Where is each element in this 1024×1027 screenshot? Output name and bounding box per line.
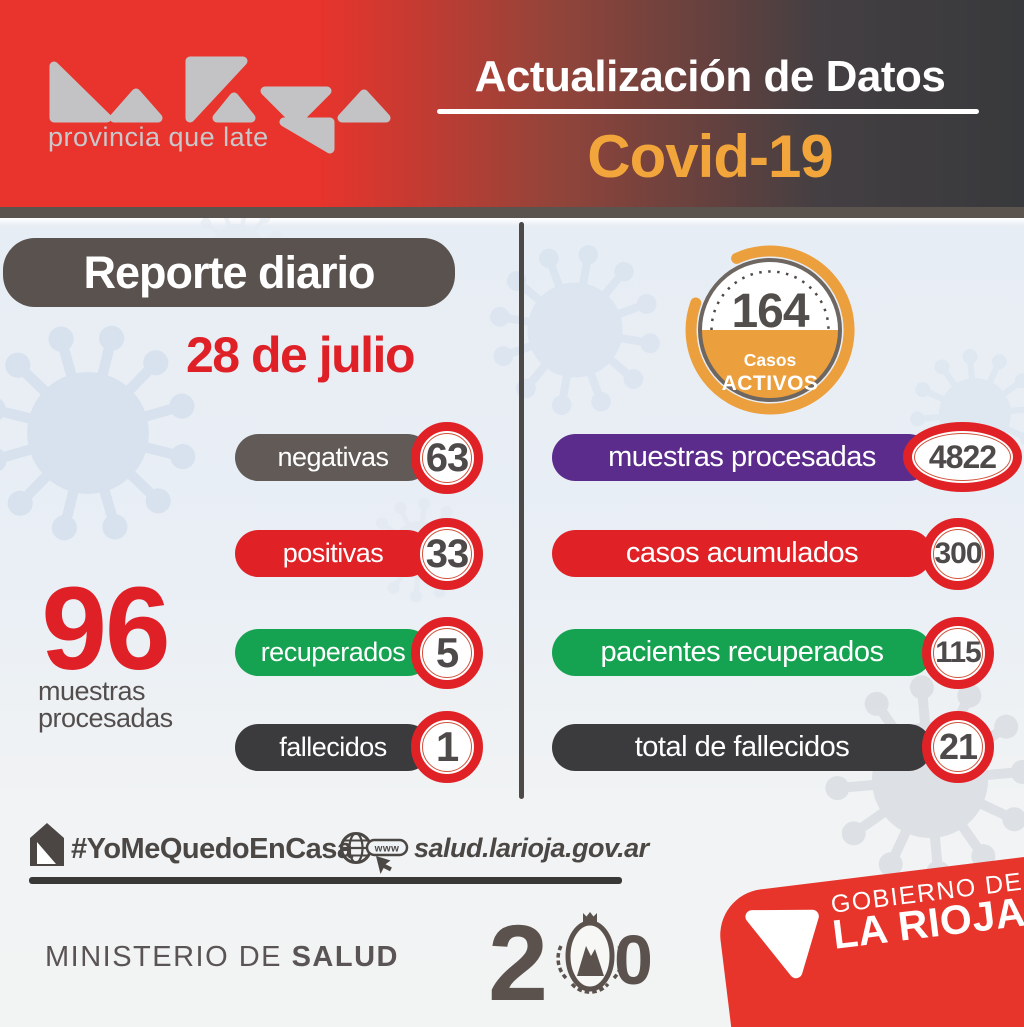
stat-value-badge: 4822 [903,422,1022,492]
stat-value-badge: 63 [411,422,483,494]
stat-pill-fallecidos: fallecidos [235,724,431,771]
active-cases-medallion: 164 Casos ACTIVOS [685,245,855,415]
stat-pill-pacientes-recuperados: pacientes recuperados [552,629,932,676]
stay-home-hashtag: #YoMeQuedoEnCasa [71,833,353,865]
stat-value: 115 [935,636,981,669]
title-underline [437,109,979,114]
logo-tagline: provincia que late [48,122,269,152]
column-divider [519,222,524,799]
stat-label: recuperados [260,637,406,667]
stat-value: 300 [934,537,982,570]
ministry-bold: SALUD [291,941,399,973]
covid-subtitle: Covid-19 [587,123,833,190]
page-title: Actualización de Datos [474,52,946,101]
active-cases-label-line2: ACTIVOS [722,372,819,395]
anniversary-digit-0: 0 [614,921,650,999]
health-website-url: salud.larioja.gov.ar [414,833,649,863]
header-band: provincia que late Actualización de Dato… [0,0,1024,207]
daily-samples-value: 96 [41,563,170,695]
ministry-regular: MINISTERIO DE [45,941,283,973]
stat-value: 5 [435,629,459,676]
stat-value: 1 [435,723,459,770]
daily-samples-label-line1: muestras [38,676,146,706]
stat-value-badge: 1 [411,711,483,783]
stat-value: 63 [425,435,469,480]
stat-pill-casos-acumulados: casos acumulados [552,530,932,577]
footer-divider-line [29,877,622,884]
stat-value-badge: 33 [411,518,483,590]
stat-pill-total-fallecidos: total de fallecidos [552,724,932,771]
active-cases-label-line1: Casos [744,350,797,370]
stat-pill-negativas: negativas [235,434,431,481]
house-icon [30,823,64,866]
daily-samples-label-line2: procesadas [38,703,173,733]
la-rioja-logo [49,56,391,154]
active-cases-value: 164 [731,285,809,338]
government-badge: GOBIERNO DE LA RIOJA [715,849,1024,1027]
bicentenario-emblem [556,912,624,994]
bicentenario-200-logo: 2 0 [490,908,650,1004]
stat-value-badge: 115 [922,617,994,689]
stat-label: fallecidos [279,732,387,762]
stat-pill-muestras-procesadas: muestras procesadas [552,434,932,481]
globe-www-icon: www [340,832,409,874]
header-strip [0,207,1024,218]
ministry-title: MINISTERIO DE SALUD [45,941,399,974]
stat-value-badge: 5 [411,617,483,689]
stat-label: muestras procesadas [608,441,876,473]
stat-pill-positivas: positivas [235,530,431,577]
report-title-badge: Reporte diario [3,238,455,307]
government-triangle-icon [745,909,819,979]
stat-value-badge: 300 [922,518,994,590]
anniversary-digit-2: 2 [490,908,548,1004]
stat-label: casos acumulados [625,537,859,569]
stat-label: total de fallecidos [634,731,850,763]
www-label: www [374,844,400,855]
stat-label: pacientes recuperados [600,636,884,668]
stat-value: 33 [425,531,469,576]
stat-label: positivas [282,538,384,568]
stat-label: negativas [277,442,389,472]
daily-samples-label: muestras procesadas [38,678,173,732]
report-date: 28 de julio [185,327,416,383]
stat-value: 4822 [928,438,997,475]
stat-value-badge: 21 [922,711,994,783]
stat-pill-recuperados: recuperados [235,629,431,676]
stat-value: 21 [938,726,978,767]
